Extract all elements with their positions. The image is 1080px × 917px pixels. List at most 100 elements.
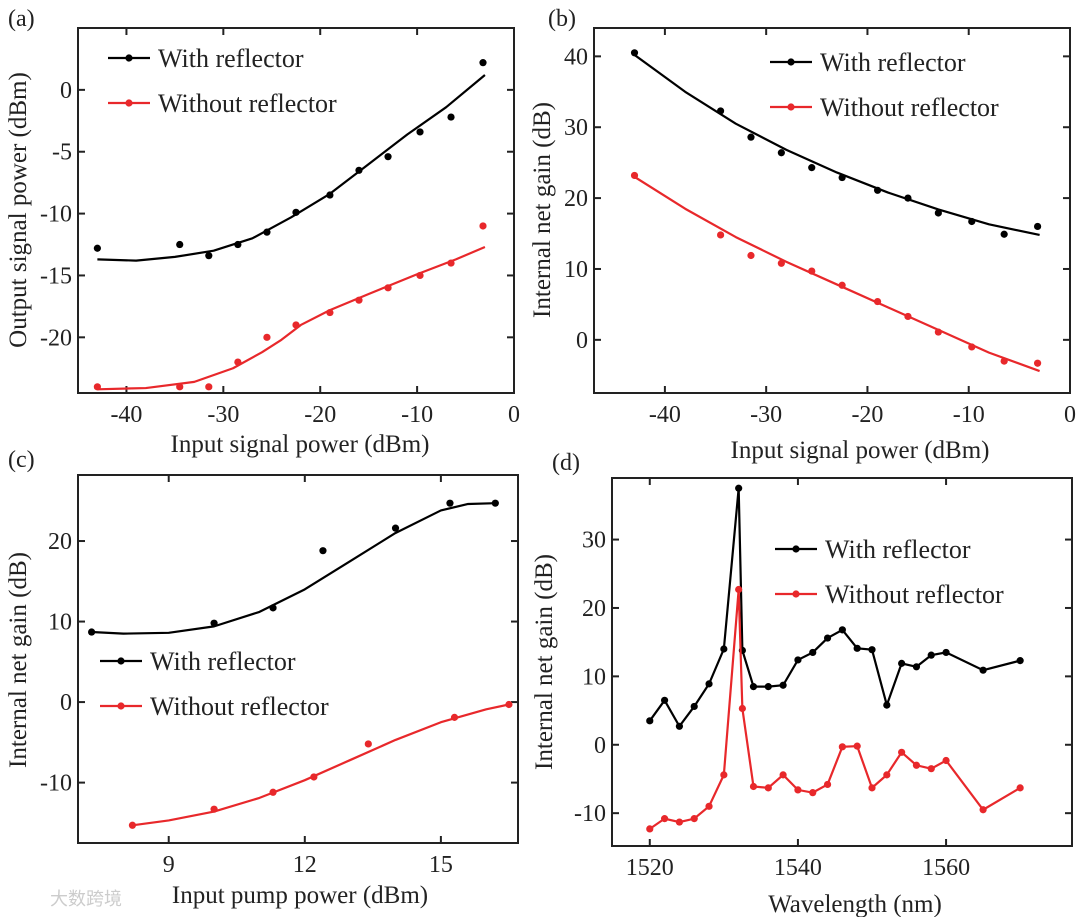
data-point	[838, 743, 846, 751]
legend-marker	[117, 657, 125, 665]
data-point	[904, 194, 912, 202]
data-point	[210, 805, 218, 813]
y-tick-label: -15	[40, 263, 72, 289]
data-point	[873, 186, 882, 194]
data-point	[1016, 784, 1024, 792]
data-point	[355, 296, 363, 304]
data-point	[416, 271, 424, 280]
y-tick-label: -10	[574, 801, 606, 827]
data-point	[505, 700, 513, 709]
series-with-reflector	[88, 499, 499, 636]
data-point	[675, 722, 684, 730]
series-with-reflector	[630, 49, 1042, 238]
x-tick-label: -10	[953, 402, 985, 428]
data-point	[447, 113, 455, 121]
data-point	[779, 771, 787, 779]
data-point	[747, 133, 755, 141]
legend-marker	[787, 103, 795, 111]
y-axis-label: Output signal power (dBm)	[5, 72, 32, 348]
legend-entry: With reflector	[108, 44, 304, 73]
data-point	[128, 821, 137, 829]
data-point	[898, 748, 906, 756]
legend-entry: Without reflector	[770, 93, 999, 122]
series-with-reflector	[646, 484, 1024, 730]
data-point	[176, 383, 184, 391]
data-point	[1000, 230, 1008, 238]
x-tick-label: -20	[304, 402, 336, 428]
data-point	[234, 358, 242, 366]
legend-label: With reflector	[158, 44, 304, 73]
data-point	[646, 717, 654, 725]
x-tick-label: -20	[851, 402, 883, 428]
y-tick-label: 10	[48, 610, 72, 636]
x-tick-label: -30	[207, 402, 239, 428]
data-point	[794, 786, 802, 794]
fit-curve	[132, 703, 510, 827]
plot-frame	[593, 27, 1071, 394]
data-point	[942, 648, 950, 657]
data-point	[883, 701, 891, 709]
data-point	[446, 499, 454, 507]
data-point	[292, 321, 300, 329]
data-point	[1033, 359, 1042, 367]
y-tick-label: 0	[594, 733, 606, 759]
data-point	[1000, 357, 1008, 365]
fit-curve	[97, 245, 486, 391]
data-point	[927, 765, 935, 773]
data-point	[660, 696, 669, 704]
data-point	[934, 209, 942, 217]
series-line	[649, 589, 1021, 830]
y-tick-label: 30	[564, 115, 588, 141]
legend-entry: Without reflector	[100, 692, 329, 721]
series-with-reflector	[93, 59, 487, 262]
x-axis-label: Input signal power (dBm)	[731, 437, 990, 464]
panel-a: (a) -40 -30 -20 -10 0 0 -5 -10 -15 -20 Input signal…	[5, 6, 520, 458]
legend-label: Without reflector	[158, 89, 337, 118]
x-tick-label: 0	[508, 402, 520, 428]
legend-marker	[787, 58, 795, 66]
data-point	[779, 681, 787, 689]
data-point	[838, 173, 846, 182]
y-tick-label: 0	[60, 690, 72, 716]
y-tick-label: 20	[582, 596, 606, 622]
data-point	[690, 702, 698, 711]
x-tick-label: -10	[401, 402, 433, 428]
data-point	[675, 818, 684, 826]
y-axis-label: Internal net gain (dB)	[531, 554, 558, 770]
data-point	[479, 59, 487, 67]
data-point	[942, 756, 950, 765]
y-axis-label: Internal net gain (dB)	[529, 102, 556, 318]
series-without-reflector	[93, 222, 487, 391]
x-axis-label: Input pump power (dBm)	[172, 882, 428, 909]
legend-entry: Without reflector	[108, 89, 337, 118]
x-tick-label: 15	[429, 852, 453, 878]
fit-curve	[633, 175, 1040, 373]
legend-label: Without reflector	[825, 580, 1004, 609]
data-point	[777, 149, 785, 157]
data-point	[823, 780, 832, 789]
data-point	[735, 585, 743, 594]
data-point	[979, 806, 987, 814]
y-tick-label: -10	[40, 771, 72, 797]
data-point	[205, 252, 213, 260]
data-point	[868, 784, 876, 792]
data-point	[912, 663, 921, 671]
plot-frame	[77, 27, 515, 394]
x-tick-label: -40	[110, 402, 142, 428]
legend-entry: With reflector	[770, 48, 966, 77]
data-point	[808, 164, 816, 172]
data-point	[883, 771, 891, 779]
data-point	[384, 284, 392, 292]
x-tick-label: 9	[163, 852, 175, 878]
y-tick-label: 40	[564, 44, 588, 70]
data-point	[934, 328, 942, 336]
data-point	[912, 761, 921, 769]
data-point	[853, 644, 861, 652]
data-point	[660, 815, 669, 823]
data-point	[809, 789, 817, 797]
x-tick-label: 1540	[774, 855, 822, 881]
data-point	[1016, 657, 1024, 665]
data-point	[747, 251, 755, 260]
x-axis-label: Input signal power (dBm)	[171, 431, 430, 458]
